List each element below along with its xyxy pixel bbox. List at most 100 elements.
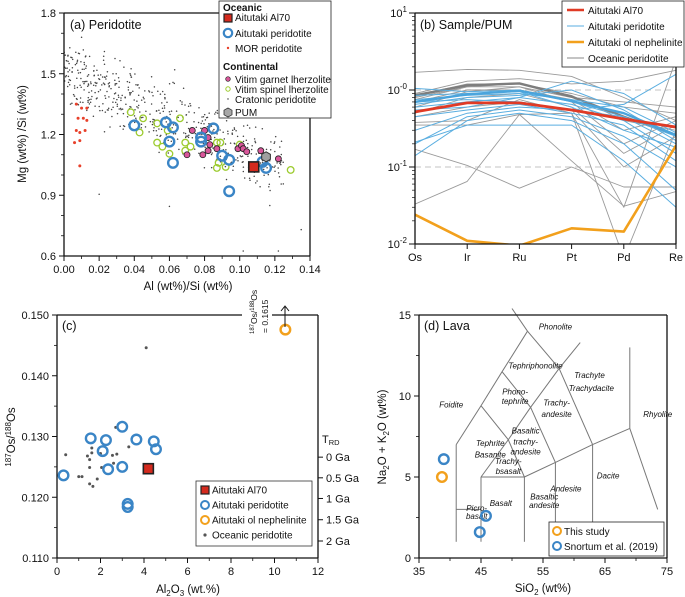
cratonic-peridotite-point — [132, 90, 134, 93]
mor-peridotite-point — [81, 116, 85, 120]
cratonic-peridotite-point — [117, 94, 120, 97]
cratonic-peridotite-point — [145, 110, 147, 112]
cratonic-peridotite-point — [195, 126, 198, 129]
cratonic-peridotite-point — [277, 167, 279, 169]
cratonic-peridotite-point — [247, 142, 249, 145]
cratonic-peridotite-point — [163, 105, 166, 107]
cratonic-peridotite-point — [164, 93, 166, 96]
tas-field-label: Basanite — [475, 451, 507, 460]
cratonic-peridotite-point — [201, 120, 204, 122]
cratonic-peridotite-point — [150, 103, 153, 105]
cratonic-peridotite-point — [77, 72, 80, 74]
aitutaki-ol-nephelinite-line — [415, 144, 676, 244]
cratonic-peridotite-point — [161, 90, 164, 93]
y-tick-label: 10-1 — [388, 159, 408, 174]
tas-boundary-line — [530, 407, 556, 463]
trd-tick-label: 0.5 Ga — [326, 473, 360, 485]
tas-field-label: trachy- — [513, 438, 538, 447]
legend-dot-icon — [203, 533, 207, 537]
annotation-ratio-label: 187Os/188Os — [249, 290, 259, 334]
panel-c-marks — [57, 323, 292, 513]
tas-boundary-line — [480, 371, 503, 406]
tas-field-label: Tephriphonolite — [508, 361, 563, 370]
tas-boundary-line — [555, 444, 593, 463]
y-tick-label: 0.6 — [41, 251, 56, 263]
cratonic-peridotite-point — [82, 49, 85, 51]
cratonic-peridotite-point — [273, 141, 276, 143]
cratonic-peridotite-point — [165, 134, 168, 136]
cratonic-peridotite-point — [77, 69, 79, 72]
cratonic-peridotite-point — [259, 162, 262, 164]
cratonic-peridotite-point — [181, 103, 183, 105]
cratonic-peridotite-point — [68, 83, 71, 86]
cratonic-peridotite-point — [140, 116, 143, 119]
cratonic-peridotite-point — [79, 84, 81, 87]
cratonic-peridotite-point — [108, 85, 110, 88]
y-tick-label: 0 — [405, 553, 411, 565]
y-tick-label: 1.8 — [41, 8, 56, 20]
tas-boundary-line — [501, 330, 528, 372]
cratonic-peridotite-point — [261, 161, 264, 163]
cratonic-peridotite-point — [213, 136, 216, 139]
mor-peridotite-point — [85, 118, 89, 122]
cratonic-peridotite-point — [210, 125, 213, 127]
cratonic-peridotite-point — [71, 71, 73, 73]
cratonic-peridotite-point — [164, 96, 166, 99]
cratonic-peridotite-point — [215, 111, 217, 114]
cratonic-peridotite-point — [213, 128, 215, 131]
x-tick-label: 0.04 — [124, 264, 145, 276]
cratonic-peridotite-point — [239, 155, 242, 157]
cratonic-peridotite-point — [227, 133, 229, 135]
cratonic-peridotite-point — [121, 108, 124, 110]
cratonic-peridotite-point — [88, 98, 91, 101]
cratonic-peridotite-point — [268, 185, 270, 188]
trd-tick-label: 0 Ga — [326, 452, 351, 464]
cratonic-peridotite-point — [96, 69, 98, 72]
legend-entry: MOR peridotite — [235, 44, 303, 55]
cratonic-peridotite-point — [249, 179, 251, 182]
cratonic-peridotite-point — [111, 115, 113, 118]
cratonic-peridotite-point — [242, 166, 245, 168]
cratonic-peridotite-point — [216, 112, 219, 114]
cratonic-peridotite-point — [105, 75, 108, 77]
cratonic-peridotite-point — [168, 205, 171, 208]
cratonic-peridotite-point — [103, 76, 106, 78]
cratonic-peridotite-point — [83, 61, 85, 64]
cratonic-peridotite-point — [72, 93, 75, 96]
x-tick-label-ir: Ir — [464, 252, 471, 264]
cratonic-peridotite-point — [187, 127, 190, 130]
aitutaki-peridotite-line — [415, 112, 676, 191]
x-tick-label-pt: Pt — [566, 252, 576, 264]
cratonic-peridotite-point — [161, 102, 163, 104]
cratonic-peridotite-point — [189, 102, 191, 105]
cratonic-peridotite-point — [210, 166, 213, 169]
cratonic-peridotite-point — [130, 67, 132, 70]
cratonic-peridotite-point — [225, 178, 228, 181]
cratonic-peridotite-point — [184, 104, 186, 106]
cratonic-peridotite-point — [133, 115, 136, 117]
cratonic-peridotite-point — [92, 70, 95, 72]
oceanic-peridotite-line — [415, 69, 676, 94]
cratonic-peridotite-point — [94, 105, 96, 107]
cratonic-peridotite-point — [70, 56, 72, 59]
x-tick-label: 10 — [268, 566, 280, 578]
cratonic-peridotite-point — [81, 68, 84, 70]
cratonic-peridotite-point — [101, 84, 103, 86]
legend-entry: Aitutaki peridotite — [235, 29, 312, 40]
oceanic-peridotite-point — [95, 477, 99, 481]
cratonic-peridotite-point — [177, 116, 179, 119]
cratonic-peridotite-point — [202, 116, 205, 118]
cratonic-peridotite-point — [112, 73, 114, 75]
cratonic-peridotite-point — [77, 103, 80, 106]
cratonic-peridotite-point — [242, 170, 245, 173]
cratonic-peridotite-point — [88, 55, 91, 58]
cratonic-peridotite-point — [65, 74, 68, 77]
cratonic-peridotite-point — [219, 129, 221, 131]
arrowhead-icon — [280, 305, 290, 312]
tas-field-label: bsasalt — [496, 467, 522, 476]
cratonic-peridotite-point — [82, 80, 84, 83]
cratonic-peridotite-point — [66, 67, 68, 69]
aitutaki-peridotite-point — [116, 420, 129, 433]
x-tick-label: 12 — [312, 566, 324, 578]
cratonic-peridotite-point — [242, 140, 245, 143]
